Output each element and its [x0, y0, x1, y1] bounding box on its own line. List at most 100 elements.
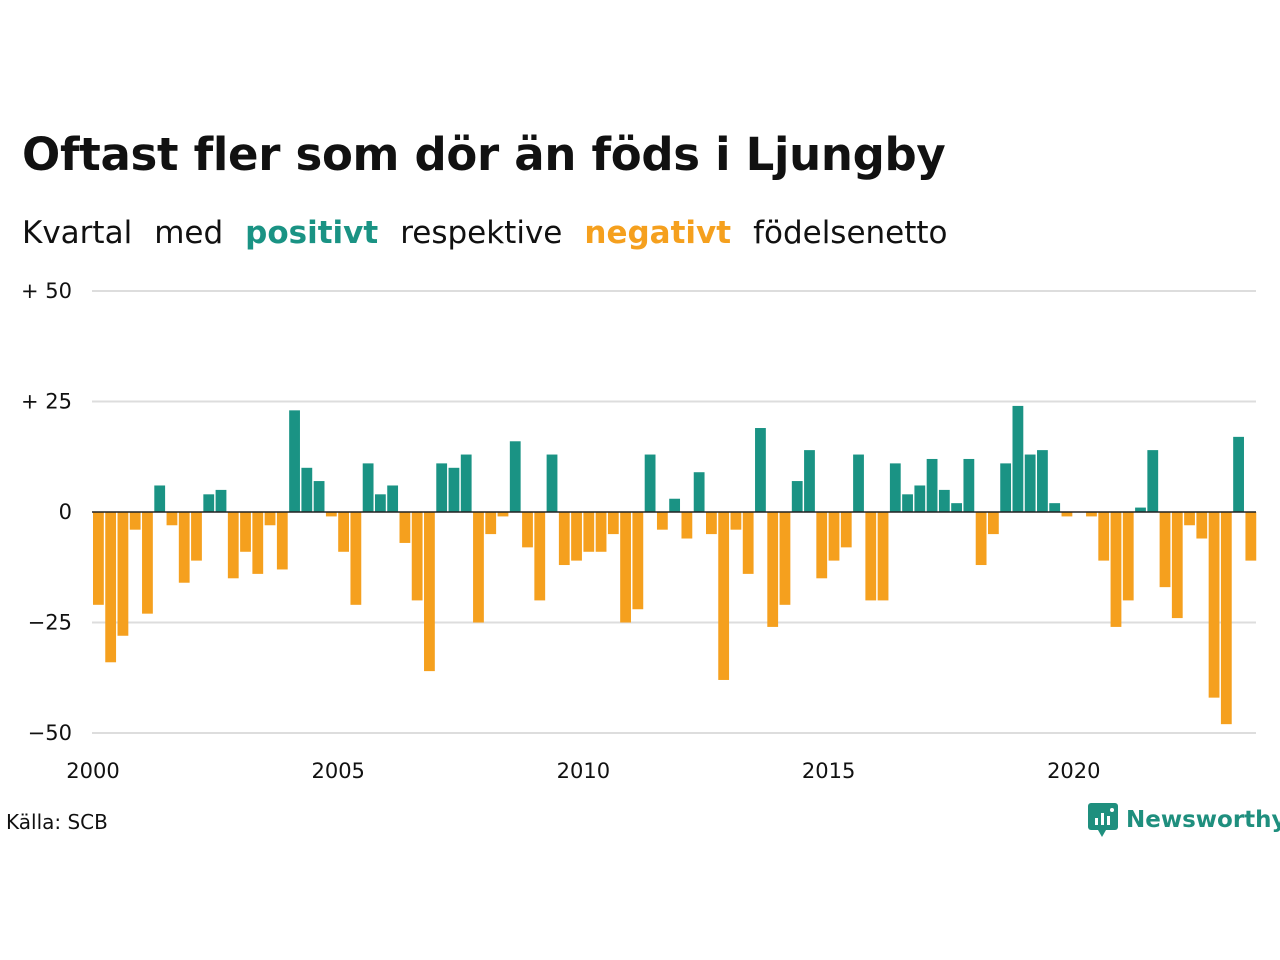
bar-negative — [767, 512, 779, 627]
bar-negative — [583, 512, 595, 552]
bar-positive — [889, 463, 901, 512]
bar-positive — [1024, 454, 1036, 512]
x-tick-label: 2005 — [311, 759, 364, 783]
bar-negative — [1098, 512, 1110, 561]
bar-positive — [1233, 436, 1244, 512]
bar-negative — [252, 512, 264, 574]
bar-positive — [1000, 463, 1012, 512]
bar-negative — [681, 512, 693, 539]
bar-positive — [546, 454, 558, 512]
bar-negative — [620, 512, 631, 623]
bar-negative — [607, 512, 619, 535]
bar-positive — [853, 454, 864, 512]
bar-negative — [178, 512, 190, 583]
bar-positive — [926, 458, 938, 512]
bar-negative — [142, 512, 153, 614]
bar-positive — [1135, 507, 1146, 512]
bar-negative — [424, 512, 435, 672]
bar-negative — [779, 512, 791, 605]
bar-negative — [742, 512, 754, 574]
subtitle-text-3: respektive — [400, 215, 563, 251]
brand-logo[interactable]: Newsworthy — [1088, 803, 1280, 837]
bar-negative — [1086, 512, 1097, 517]
bar-negative — [325, 512, 337, 517]
bar-positive — [951, 503, 962, 512]
source-label: Källa: SCB — [6, 810, 108, 834]
bar-negative — [987, 512, 999, 535]
bar-positive — [1049, 503, 1061, 512]
bar-negative — [264, 512, 276, 526]
x-tick-label: 2010 — [557, 759, 610, 783]
bar-positive — [215, 489, 227, 512]
y-tick-label: 0 — [59, 500, 72, 524]
x-tick-label: 2020 — [1047, 759, 1100, 783]
bar-positive — [669, 498, 681, 512]
subtitle-positive-label: positivt — [245, 215, 379, 251]
bar-positive — [387, 485, 399, 512]
bar-negative — [975, 512, 987, 566]
bar-negative — [522, 512, 533, 548]
bar-positive — [693, 472, 705, 512]
bar-negative — [1122, 512, 1134, 601]
y-tick-label: + 50 — [21, 279, 72, 303]
bar-negative — [1245, 512, 1257, 561]
bar-negative — [117, 512, 129, 636]
axes: + 50 + 25 0 −25 −50 2000 2005 2010 2015 2020 — [21, 279, 1256, 783]
bar-negative — [1220, 512, 1232, 725]
bar-negative — [595, 512, 607, 552]
subtitle-text-4: födelsenetto — [753, 215, 948, 251]
brand-name: Newsworthy — [1126, 807, 1280, 833]
bar-negative — [191, 512, 202, 561]
bar-negative — [411, 512, 423, 601]
y-tick-label: + 25 — [21, 390, 72, 414]
bar-negative — [877, 512, 889, 601]
bar-negative — [227, 512, 239, 579]
bar-negative — [865, 512, 877, 601]
subtitle-text-1: Kvartal — [22, 215, 133, 251]
bar-negative — [129, 512, 141, 530]
bar-positive — [460, 454, 472, 512]
bar-negative — [571, 512, 582, 561]
bar-negative — [485, 512, 497, 535]
bar-negative — [399, 512, 411, 543]
bar-negative — [473, 512, 484, 623]
bar-positive — [902, 494, 913, 512]
bar-negative — [730, 512, 742, 530]
bar-negative — [534, 512, 546, 601]
bar-negative — [558, 512, 570, 566]
bar-positive — [1037, 450, 1048, 512]
x-tick-label: 2015 — [802, 759, 855, 783]
chart-title: Oftast fler som dör än föds i Ljungby — [22, 128, 946, 181]
bar-positive — [963, 458, 975, 512]
gridlines — [92, 290, 1256, 734]
bar-positive — [301, 467, 313, 512]
bar-negative — [706, 512, 717, 535]
newsworthy-logo-icon — [1088, 803, 1118, 837]
bar-negative — [1061, 512, 1073, 517]
bars — [93, 405, 1257, 725]
bar-positive — [374, 494, 386, 512]
y-tick-label: −25 — [28, 611, 72, 635]
bar-positive — [938, 489, 950, 512]
bar-negative — [1184, 512, 1195, 526]
bar-positive — [804, 450, 815, 512]
bar-positive — [448, 467, 460, 512]
bar-positive — [644, 454, 656, 512]
subtitle-negative-label: negativt — [584, 215, 732, 251]
bar-negative — [816, 512, 828, 579]
bar-positive — [362, 463, 374, 512]
bar-negative — [1196, 512, 1208, 539]
subtitle-text-2: med — [154, 215, 224, 251]
bar-negative — [350, 512, 362, 605]
bar-negative — [105, 512, 117, 663]
bar-positive — [203, 494, 215, 512]
bar-negative — [632, 512, 644, 610]
bar-negative — [840, 512, 852, 548]
bar-positive — [154, 485, 166, 512]
bar-positive — [755, 428, 766, 512]
bar-negative — [1171, 512, 1183, 619]
bar-negative — [1110, 512, 1122, 627]
bar-negative — [1159, 512, 1171, 588]
bar-negative — [1208, 512, 1220, 698]
